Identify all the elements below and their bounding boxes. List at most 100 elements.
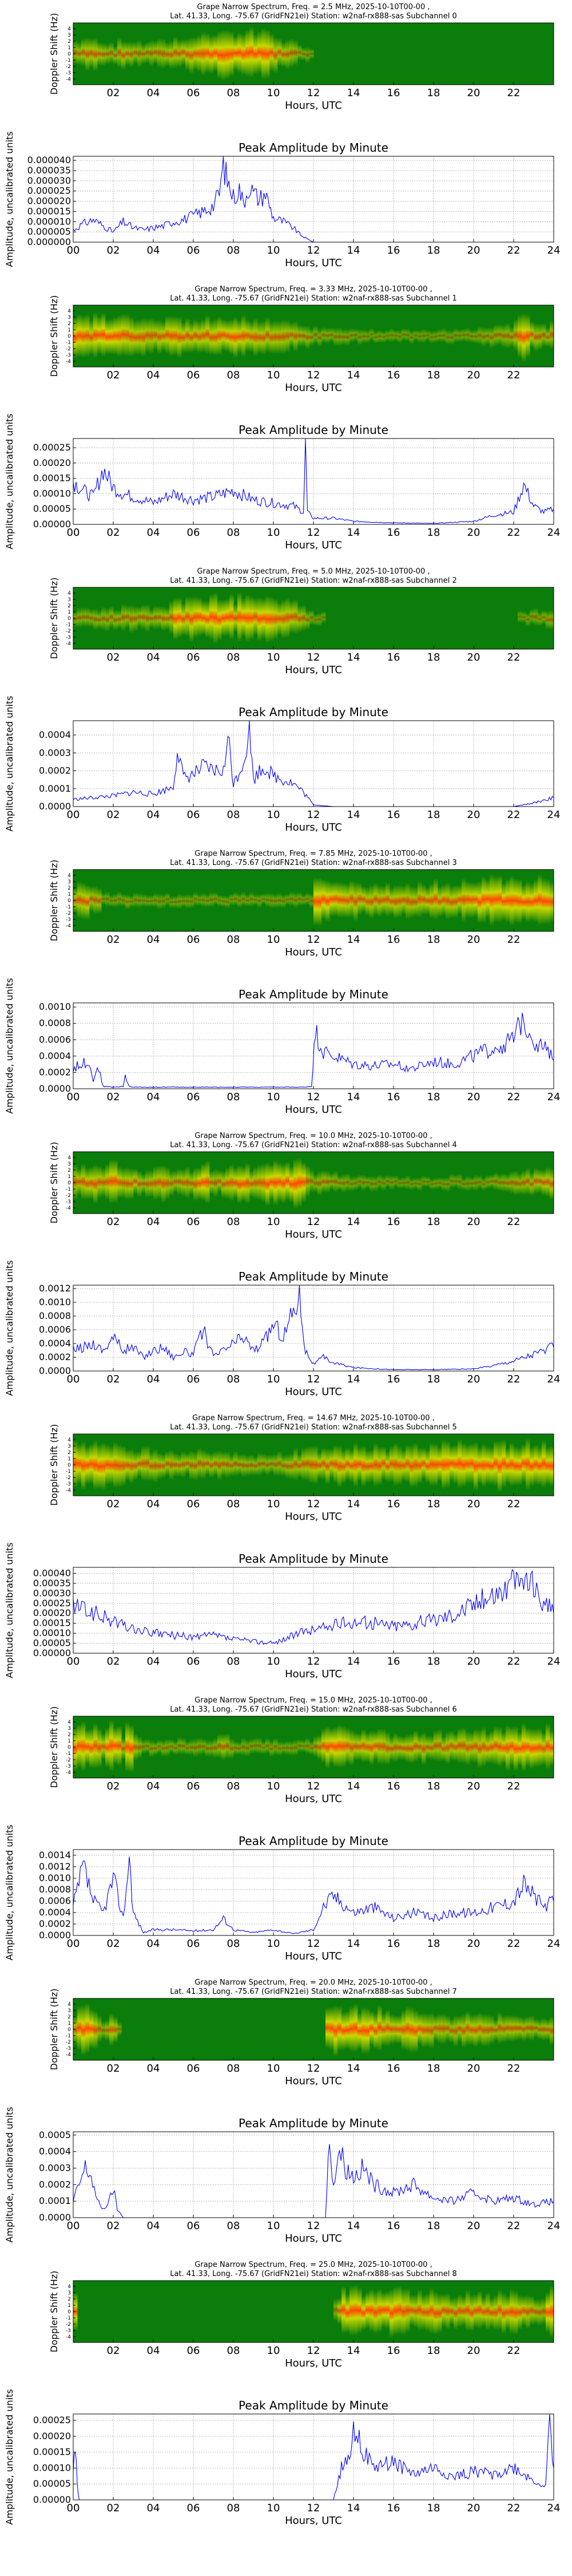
spectrogram-signal-cell — [81, 1163, 86, 1200]
amplitude-ytick-label: 0.00015 — [33, 473, 71, 484]
spectrogram-ytick-label: -2 — [66, 1757, 71, 1763]
spectrogram-ylabel: Doppler Shift (Hz) — [49, 1706, 59, 1788]
spectrogram-signal-cell — [185, 596, 190, 637]
amplitude-xtick-label: 24 — [547, 2220, 561, 2232]
spectrogram-signal-cell — [113, 1441, 118, 1488]
spectrogram-signal-cell — [117, 1444, 122, 1488]
spectrogram-signal-cell — [257, 31, 262, 74]
spectrogram-signal-cell — [454, 1175, 458, 1188]
spectrogram-ytick-label: 3 — [67, 1444, 71, 1449]
spectrogram-signal-cell — [378, 330, 382, 343]
spectrogram-signal-cell — [289, 1166, 294, 1203]
spectrogram-signal-cell — [197, 894, 202, 906]
spectrogram-signal-cell — [217, 1170, 222, 1193]
spectrogram-xtick-label: 18 — [427, 369, 440, 381]
spectrogram-signal-cell — [309, 1445, 314, 1484]
spectrogram-signal-cell — [241, 1737, 246, 1756]
spectrogram-signal-cell — [125, 41, 130, 66]
spectrogram-signal-cell — [478, 1729, 482, 1769]
spectrogram-signal-cell — [293, 1739, 298, 1756]
spectrogram-signal-cell — [265, 1161, 270, 1207]
spectrogram-signal-cell — [362, 2296, 366, 2331]
spectrogram-title-line1: Grape Narrow Spectrum, Freq. = 7.85 MHz,… — [194, 850, 432, 858]
amplitude-xtick-label: 06 — [187, 244, 200, 256]
spectrogram-signal-cell — [550, 2285, 554, 2338]
spectrogram-signal-cell — [161, 321, 166, 351]
spectrogram-ytick-label: -4 — [66, 923, 71, 929]
spectrogram-signal-cell — [382, 331, 386, 343]
amplitude-xtick-label: 04 — [147, 244, 160, 256]
amplitude-ytick-label: 0.0010 — [39, 1872, 71, 1883]
spectrogram-signal-cell — [89, 609, 94, 627]
spectrogram-xtick-label: 20 — [467, 1780, 480, 1792]
spectrogram-signal-cell — [185, 318, 190, 354]
spectrogram-signal-cell — [221, 29, 226, 81]
spectrogram-signal-cell — [177, 39, 182, 68]
spectrogram-signal-cell — [414, 1443, 418, 1487]
spectrogram-signal-cell — [406, 328, 410, 342]
spectrogram-ytick-label: -4 — [66, 77, 71, 82]
amplitude-xtick-label: 22 — [507, 1656, 521, 1668]
spectrogram-signal-cell — [273, 1160, 278, 1206]
spectrogram-signal-cell — [105, 891, 110, 907]
spectrogram-signal-cell — [165, 1166, 170, 1200]
spectrogram-ytick-label: 0 — [67, 2309, 71, 2315]
spectrogram-signal-cell — [113, 1159, 118, 1203]
spectrogram-signal-cell — [169, 1739, 174, 1753]
spectrogram-xtick-label: 18 — [427, 2345, 440, 2357]
amplitude-chart-8: Peak Amplitude by Minute 00 02 04 06 08 10 12 14… — [4, 2389, 560, 2527]
spectrogram-signal-cell — [458, 884, 462, 915]
spectrogram-signal-cell — [502, 1173, 506, 1192]
spectrogram-ylabel: Doppler Shift (Hz) — [49, 1989, 59, 2071]
spectrogram-signal-cell — [293, 1159, 298, 1210]
spectrogram-signal-cell — [273, 37, 278, 74]
spectrogram-signal-cell — [458, 2015, 462, 2042]
spectrogram-signal-cell — [434, 2015, 438, 2041]
spectrogram-signal-cell — [253, 33, 258, 75]
spectrogram-signal-cell — [414, 886, 418, 917]
spectrogram-signal-cell — [482, 1726, 486, 1767]
spectrogram-signal-cell — [109, 318, 114, 355]
amplitude-ytick-label: 0.0010 — [39, 1297, 71, 1307]
spectrogram-signal-cell — [105, 2020, 110, 2041]
spectrogram-signal-cell — [538, 1728, 542, 1767]
spectrogram-signal-cell — [450, 886, 454, 919]
spectrogram-signal-cell — [161, 1740, 166, 1757]
spectrogram-signal-cell — [402, 2288, 406, 2336]
spectrogram-signal-cell — [217, 894, 222, 907]
spectrogram-signal-cell — [169, 1171, 174, 1196]
spectrogram-signal-cell — [161, 1164, 166, 1203]
spectrogram-signal-cell — [478, 326, 482, 345]
spectrogram-signal-cell — [177, 1168, 182, 1195]
spectrogram-xtick-label: 10 — [267, 369, 280, 381]
amplitude-xtick-label: 12 — [307, 244, 320, 256]
spectrogram-signal-cell — [382, 1728, 386, 1765]
spectrogram-title-line2: Lat. 41.33, Long. -75.67 (GridFN21ei) St… — [170, 1423, 457, 1432]
spectrogram-ytick-label: -4 — [66, 2052, 71, 2058]
spectrogram-signal-cell — [329, 1173, 334, 1190]
spectrogram-signal-cell — [229, 1455, 234, 1476]
spectrogram-signal-cell — [301, 1740, 306, 1752]
spectrogram-signal-cell — [137, 1171, 142, 1198]
spectrogram-signal-cell — [85, 37, 90, 72]
spectrogram-signal-cell — [101, 42, 106, 66]
spectrogram-signal-cell — [141, 1446, 146, 1481]
spectrogram-signal-cell — [466, 1444, 470, 1484]
spectrogram-xtick-label: 12 — [307, 2063, 320, 2075]
spectrogram-signal-cell — [301, 1448, 306, 1480]
spectrogram-signal-cell — [281, 41, 286, 68]
spectrogram-xtick-label: 16 — [387, 1498, 400, 1510]
spectrogram-signal-cell — [85, 1729, 90, 1765]
spectrogram-signal-cell — [253, 318, 258, 357]
spectrogram-ytick-label: -1 — [66, 2316, 71, 2321]
spectrogram-signal-cell — [450, 1730, 454, 1761]
spectrogram-signal-cell — [374, 1176, 378, 1192]
spectrogram-signal-cell — [161, 38, 166, 69]
spectrogram-signal-cell — [398, 2285, 402, 2335]
spectrogram-panel-3: Grape Narrow Spectrum, Freq. = 7.85 MHz,… — [49, 850, 554, 958]
spectrogram-signal-cell — [301, 47, 306, 61]
amplitude-plot-area — [73, 438, 554, 524]
spectrogram-signal-cell — [229, 1164, 234, 1202]
spectrogram-signal-cell — [337, 1724, 342, 1768]
spectrogram-signal-cell — [506, 1174, 510, 1192]
